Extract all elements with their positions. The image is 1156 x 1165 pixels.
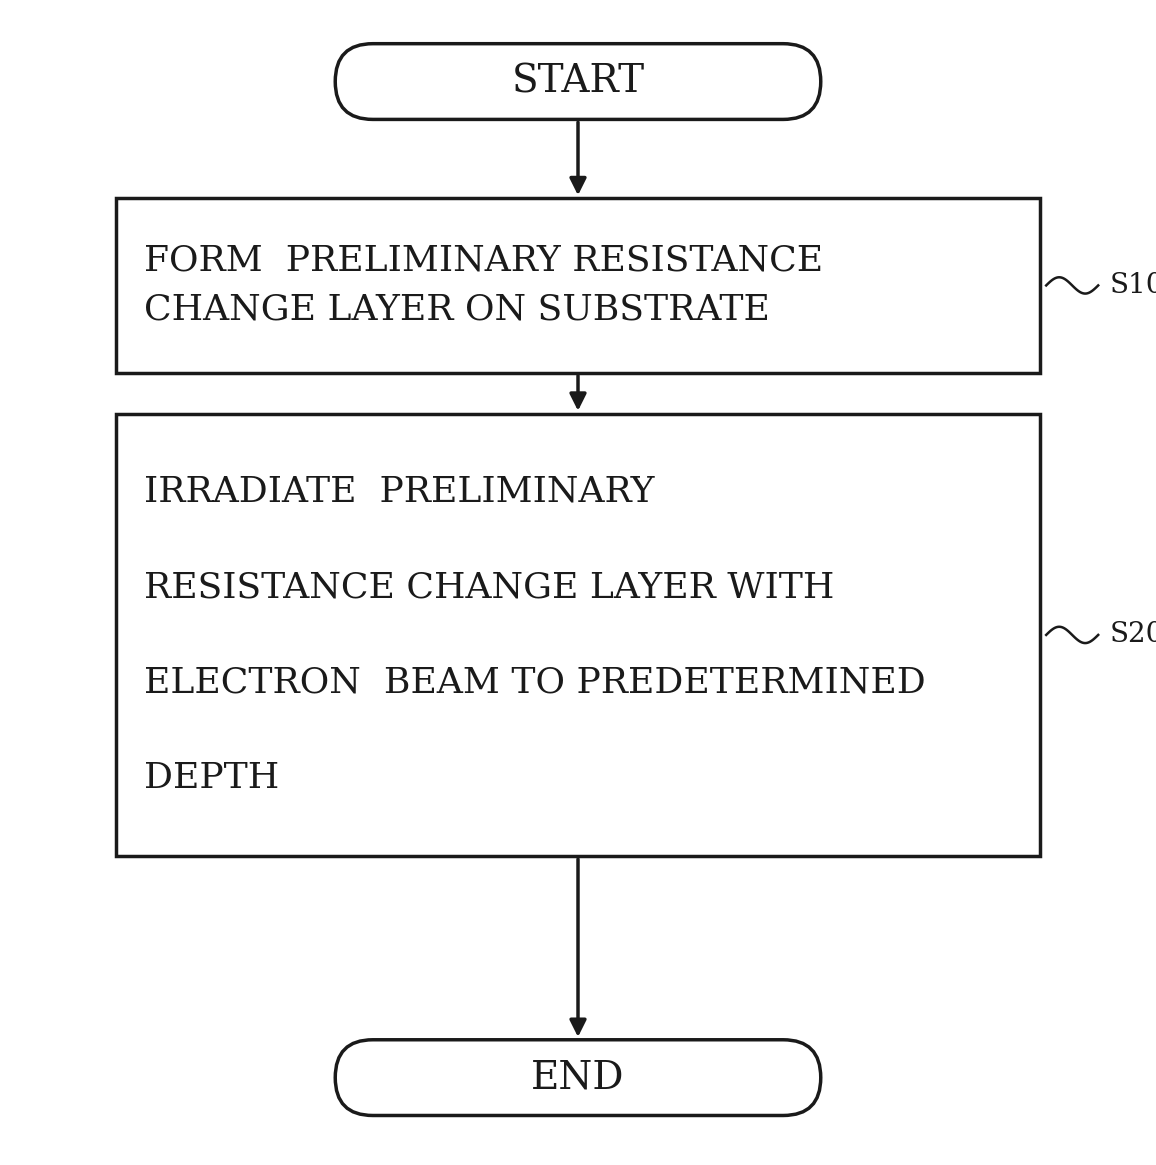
Text: DEPTH: DEPTH — [144, 761, 280, 796]
Text: S100: S100 — [1110, 271, 1156, 299]
FancyBboxPatch shape — [335, 1039, 821, 1116]
Text: FORM  PRELIMINARY RESISTANCE: FORM PRELIMINARY RESISTANCE — [144, 243, 823, 278]
Text: S200: S200 — [1110, 621, 1156, 649]
FancyBboxPatch shape — [335, 43, 821, 119]
Text: START: START — [511, 63, 645, 100]
Text: END: END — [532, 1059, 624, 1096]
Text: ELECTRON  BEAM TO PREDETERMINED: ELECTRON BEAM TO PREDETERMINED — [144, 665, 926, 700]
FancyBboxPatch shape — [116, 198, 1040, 373]
FancyBboxPatch shape — [116, 414, 1040, 856]
Text: RESISTANCE CHANGE LAYER WITH: RESISTANCE CHANGE LAYER WITH — [144, 570, 835, 605]
Text: CHANGE LAYER ON SUBSTRATE: CHANGE LAYER ON SUBSTRATE — [144, 292, 770, 327]
Text: IRRADIATE  PRELIMINARY: IRRADIATE PRELIMINARY — [144, 474, 655, 509]
